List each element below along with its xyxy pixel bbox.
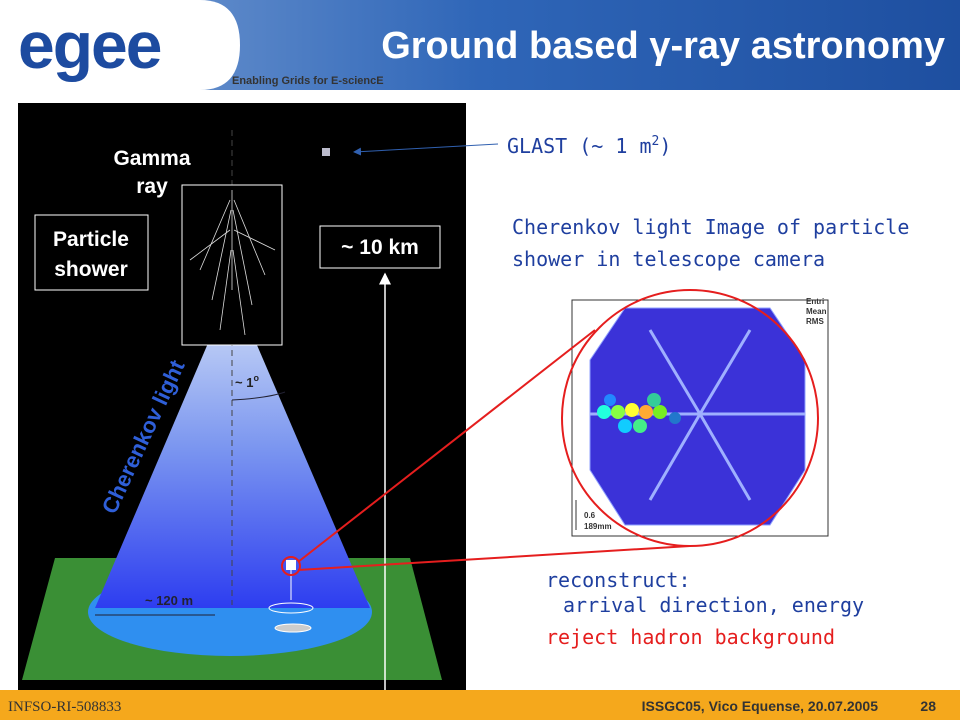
glast-close: )	[659, 134, 671, 158]
note: arrival direction, energy	[563, 593, 864, 617]
glast-icon	[322, 148, 330, 156]
angle-text: ~ 1	[235, 375, 253, 390]
camera-signal	[597, 393, 681, 433]
angle-arc	[231, 391, 286, 401]
camera-stat: Mean	[806, 307, 827, 316]
tagline: Enabling Grids for E-sciencE	[232, 75, 384, 87]
scale-value: 0.6	[584, 511, 596, 520]
camera-caption: shower in telescope camera	[512, 247, 825, 271]
footer-bar	[0, 690, 960, 720]
telescope-ring	[281, 556, 301, 576]
title: Ground based γ-ray astronomy	[381, 25, 945, 67]
logo: egee	[18, 8, 161, 82]
gamma-label: Gamma	[113, 147, 190, 170]
zoom-line	[297, 329, 596, 563]
shower-label: shower	[54, 258, 128, 281]
shower-label-box	[34, 214, 149, 291]
scale-unit: 189mm	[584, 522, 612, 531]
shower-tracks	[189, 190, 276, 336]
camera-caption: Cherenkov light Image of particle	[512, 215, 909, 239]
angle-sup: o	[253, 373, 259, 383]
height-label: ~ 10 km	[341, 236, 419, 259]
cherenkov-cone	[95, 287, 370, 608]
angle-label: ~ 1o	[235, 373, 259, 390]
note: reject hadron background	[546, 625, 835, 649]
glast-text: GLAST (~ 1 m	[507, 134, 652, 158]
camera-stat: Entri	[806, 297, 824, 306]
logo-area	[0, 0, 240, 90]
camera-stat: RMS	[806, 317, 824, 326]
zoom-line	[297, 545, 691, 571]
shower-label: Particle	[53, 228, 129, 251]
camera-gaps	[590, 329, 805, 501]
footer-project: INFSO-RI-508833	[8, 699, 121, 715]
footer-event: ISSGC05, Vico Equense, 20.07.2005	[642, 698, 879, 714]
glast-arrow	[353, 143, 499, 156]
height-box	[319, 225, 441, 269]
note: reconstruct:	[546, 568, 691, 592]
footer-page: 28	[920, 698, 936, 714]
radius-label: ~ 120 m	[145, 593, 193, 608]
glast-sup: 2	[652, 134, 660, 149]
glast-label: GLAST (~ 1 m2)	[507, 134, 671, 158]
gamma-label: ray	[136, 175, 168, 198]
